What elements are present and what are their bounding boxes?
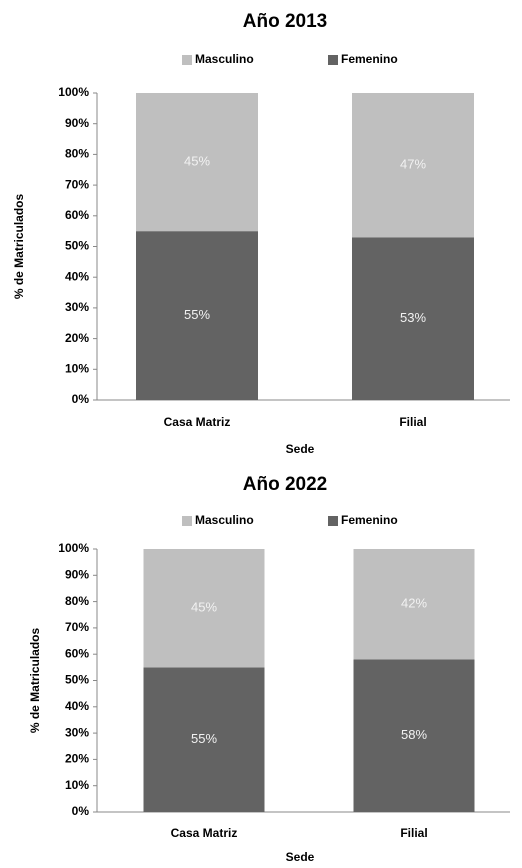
legend-label: Masculino	[195, 52, 254, 66]
bar-segment	[143, 667, 265, 812]
y-tick-label: 0%	[72, 392, 90, 406]
y-tick-label: 50%	[65, 239, 89, 253]
chart-title: Año 2022	[243, 474, 327, 495]
bar-segment	[353, 549, 475, 660]
y-tick-label: 10%	[65, 361, 89, 375]
y-tick-label: 40%	[65, 269, 89, 283]
x-tick-label: Filial	[399, 415, 426, 429]
y-tick-label: 30%	[65, 300, 89, 314]
y-tick-label: 100%	[58, 85, 89, 99]
y-tick-label: 90%	[65, 567, 89, 581]
y-tick-label: 70%	[65, 620, 89, 634]
legend-swatch	[328, 516, 338, 526]
bar-value-label: 53%	[400, 310, 426, 325]
y-tick-label: 80%	[65, 147, 89, 161]
bar-value-label: 42%	[401, 596, 427, 611]
legend-label: Femenino	[341, 513, 398, 527]
y-tick-label: 60%	[65, 208, 89, 222]
bar-value-label: 55%	[184, 307, 210, 322]
bar-value-label: 55%	[191, 731, 217, 746]
x-tick-label: Casa Matriz	[164, 415, 231, 429]
bar-segment	[143, 549, 265, 668]
x-axis-label: Sede	[286, 850, 315, 864]
bar-segment	[353, 659, 475, 812]
y-tick-label: 50%	[65, 673, 89, 687]
bar-segment	[136, 231, 258, 400]
bar-segment	[352, 237, 474, 400]
y-tick-label: 70%	[65, 177, 89, 191]
bar-value-label: 45%	[184, 154, 210, 169]
y-tick-label: 10%	[65, 778, 89, 792]
y-tick-label: 30%	[65, 725, 89, 739]
y-axis-label: % de Matriculados	[28, 627, 42, 733]
bar-segment	[352, 93, 474, 238]
y-tick-label: 20%	[65, 752, 89, 766]
bar-value-label: 58%	[401, 727, 427, 742]
bar-value-label: 47%	[400, 157, 426, 172]
legend-label: Masculino	[195, 513, 254, 527]
x-axis-label: Sede	[286, 442, 315, 456]
y-tick-label: 0%	[72, 804, 90, 818]
y-tick-label: 60%	[65, 646, 89, 660]
y-tick-label: 80%	[65, 594, 89, 608]
bar-segment	[136, 93, 258, 232]
y-tick-label: 100%	[58, 541, 89, 555]
y-tick-label: 20%	[65, 331, 89, 345]
legend-swatch	[328, 55, 338, 65]
y-tick-label: 90%	[65, 116, 89, 130]
x-tick-label: Casa Matriz	[171, 826, 238, 840]
legend-label: Femenino	[341, 52, 398, 66]
legend-swatch	[182, 516, 192, 526]
y-axis-label: % de Matriculados	[12, 193, 26, 299]
legend-swatch	[182, 55, 192, 65]
bar-value-label: 45%	[191, 600, 217, 615]
x-tick-label: Filial	[400, 826, 427, 840]
y-tick-label: 40%	[65, 699, 89, 713]
chart-title: Año 2013	[243, 11, 327, 32]
